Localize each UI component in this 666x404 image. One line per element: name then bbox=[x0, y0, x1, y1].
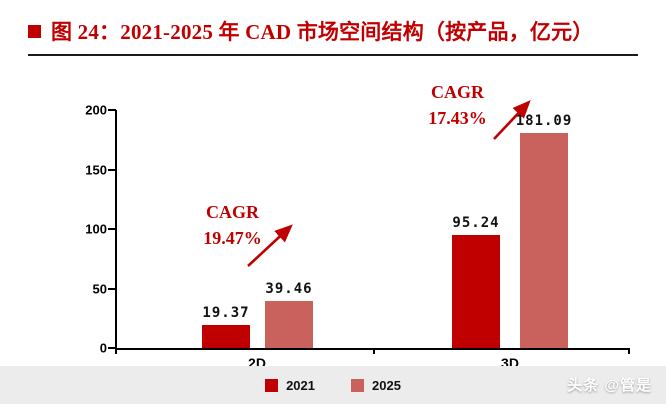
y-axis-tick-label: 200 bbox=[85, 102, 107, 118]
bar-2025-3d: 181.09 bbox=[516, 113, 571, 348]
bar-2025-2d: 39.46 bbox=[265, 281, 313, 348]
cagr-annotation-2d: CAGR 19.47% bbox=[175, 199, 290, 251]
legend-item-2021: 2021 bbox=[265, 378, 315, 393]
bar-chart-plot-area: 19.37 39.46 95.24 181.09 2D 3D 0 50 100 150… bbox=[85, 103, 630, 371]
figure-title: 图 24：2021-2025 年 CAD 市场空间结构（按产品，亿元） bbox=[51, 20, 594, 44]
legend-item-2025: 2025 bbox=[351, 378, 401, 393]
cagr-value: 17.43% bbox=[428, 108, 487, 128]
y-axis-tick-label: 150 bbox=[85, 162, 107, 177]
x-axis-tick-mark bbox=[115, 348, 117, 354]
y-axis-tick-label: 50 bbox=[92, 281, 107, 296]
cagr-value: 19.47% bbox=[203, 228, 262, 248]
legend-swatch-2021 bbox=[265, 379, 279, 392]
cagr-label: CAGR bbox=[431, 82, 484, 102]
x-axis-tick-mark bbox=[372, 348, 375, 354]
y-axis-tick-mark bbox=[108, 287, 116, 290]
figure-header: 图 24：2021-2025 年 CAD 市场空间结构（按产品，亿元） bbox=[28, 16, 594, 46]
legend-label: 2021 bbox=[286, 378, 315, 393]
bar-2021-2d: 19.37 bbox=[202, 305, 250, 348]
bar-2021-3d: 95.24 bbox=[452, 215, 500, 348]
cagr-label: CAGR bbox=[206, 202, 259, 222]
bar-value-label: 95.24 bbox=[452, 214, 500, 231]
bar-value-label: 19.37 bbox=[202, 304, 250, 321]
legend-label: 2025 bbox=[372, 378, 401, 393]
y-axis-tick-label: 100 bbox=[85, 221, 107, 237]
header-divider bbox=[28, 54, 638, 56]
x-axis-tick-mark bbox=[628, 348, 630, 354]
legend-swatch-2025 bbox=[351, 379, 364, 392]
bar-value-label: 39.46 bbox=[265, 281, 313, 298]
y-axis-tick-mark bbox=[108, 347, 116, 349]
chart-legend: 2021 2025 bbox=[0, 378, 666, 393]
y-axis-tick-mark bbox=[108, 109, 116, 111]
watermark: 头条 @管是 bbox=[567, 377, 652, 394]
title-bullet-icon bbox=[28, 24, 41, 38]
y-axis-tick-mark bbox=[108, 168, 116, 171]
bottom-strip bbox=[0, 366, 666, 404]
cagr-annotation-3d: CAGR 17.43% bbox=[400, 79, 515, 131]
y-axis-tick-label: 0 bbox=[99, 340, 107, 356]
bar-value-label: 181.09 bbox=[515, 112, 573, 129]
y-axis-tick-mark bbox=[108, 228, 116, 230]
